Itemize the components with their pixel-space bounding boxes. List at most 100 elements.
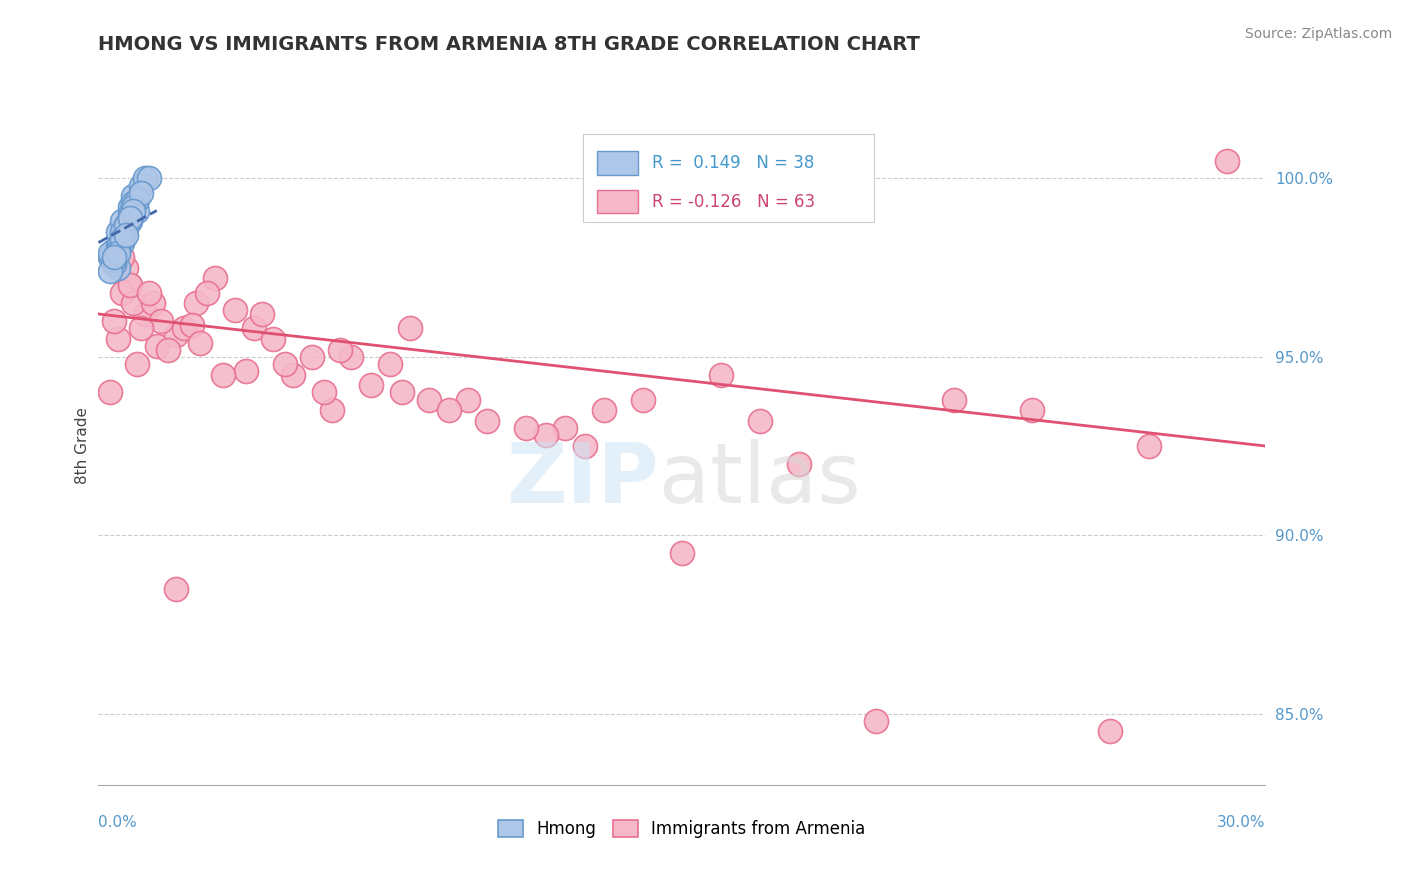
Point (118, 214, 141, 228)
Point (787, 457, 810, 471)
Point (103, 243, 125, 257)
Point (111, 225, 134, 239)
Point (122, 196, 145, 211)
Point (103, 257, 125, 271)
Point (111, 228, 134, 243)
Point (534, 428, 557, 442)
Point (1137, 439, 1160, 453)
Point (865, 714, 887, 728)
Point (118, 207, 141, 221)
Point (184, 296, 207, 310)
Point (142, 296, 165, 310)
Text: HMONG VS IMMIGRANTS FROM ARMENIA 8TH GRADE CORRELATION CHART: HMONG VS IMMIGRANTS FROM ARMENIA 8TH GRA… (98, 35, 921, 54)
Point (593, 403, 616, 417)
Point (118, 200, 141, 214)
Point (111, 235, 134, 250)
Point (111, 214, 134, 228)
Legend: Hmong, Immigrants from Armenia: Hmong, Immigrants from Armenia (492, 813, 872, 845)
Point (165, 328, 187, 343)
Point (98, 385, 121, 400)
Bar (596, 151, 637, 175)
Point (127, 357, 149, 371)
Point (129, 321, 152, 335)
Point (398, 321, 420, 335)
Point (122, 296, 145, 310)
Point (380, 357, 402, 371)
Point (943, 392, 966, 407)
Point (515, 421, 537, 435)
Point (118, 211, 141, 225)
Point (180, 318, 202, 332)
Point (127, 193, 149, 207)
Point (107, 225, 129, 239)
Point (418, 392, 440, 407)
Text: R = -0.126   N = 63: R = -0.126 N = 63 (651, 193, 814, 211)
Point (129, 178, 152, 193)
Point (1098, 724, 1121, 739)
Point (122, 189, 145, 203)
Point (224, 303, 246, 318)
Point (103, 250, 125, 264)
Point (149, 314, 172, 328)
Point (340, 350, 363, 364)
Point (98, 246, 121, 260)
Point (195, 285, 218, 300)
Point (111, 232, 134, 246)
Point (631, 392, 654, 407)
Point (748, 414, 770, 428)
Point (138, 285, 160, 300)
Point (671, 546, 693, 560)
Point (111, 232, 134, 246)
Point (250, 307, 273, 321)
Point (157, 343, 180, 357)
Point (122, 200, 145, 214)
Point (118, 211, 141, 225)
Text: R =  0.149   N = 38: R = 0.149 N = 38 (651, 154, 814, 172)
Point (111, 250, 134, 264)
Point (129, 186, 152, 200)
Point (107, 239, 129, 253)
Point (107, 332, 129, 346)
Point (1215, 153, 1237, 168)
Bar (596, 190, 637, 213)
Point (114, 260, 136, 275)
Point (243, 321, 266, 335)
Point (111, 285, 134, 300)
Point (262, 332, 284, 346)
Point (146, 339, 169, 353)
Point (188, 335, 211, 350)
Point (329, 343, 352, 357)
Point (477, 414, 499, 428)
Point (1021, 403, 1043, 417)
Point (103, 253, 125, 268)
Text: atlas: atlas (658, 440, 860, 520)
Point (312, 385, 335, 400)
Point (710, 368, 733, 382)
Point (134, 171, 156, 186)
Point (301, 350, 323, 364)
Point (114, 218, 136, 232)
Text: Source: ZipAtlas.com: Source: ZipAtlas.com (1244, 27, 1392, 41)
Point (165, 582, 187, 596)
Point (274, 357, 297, 371)
Point (114, 228, 136, 243)
Point (107, 260, 129, 275)
Point (360, 378, 382, 392)
Point (235, 364, 257, 378)
FancyBboxPatch shape (582, 134, 875, 222)
Point (391, 385, 413, 400)
Point (173, 321, 195, 335)
Point (98, 264, 121, 278)
Point (122, 203, 145, 218)
Point (134, 307, 156, 321)
Point (114, 221, 136, 235)
Point (107, 246, 129, 260)
Point (827, 178, 849, 193)
Point (118, 278, 141, 293)
Point (437, 403, 460, 417)
Point (127, 203, 149, 218)
Point (457, 392, 479, 407)
Point (281, 368, 304, 382)
Y-axis label: 8th Grade: 8th Grade (75, 408, 90, 484)
Point (212, 368, 235, 382)
